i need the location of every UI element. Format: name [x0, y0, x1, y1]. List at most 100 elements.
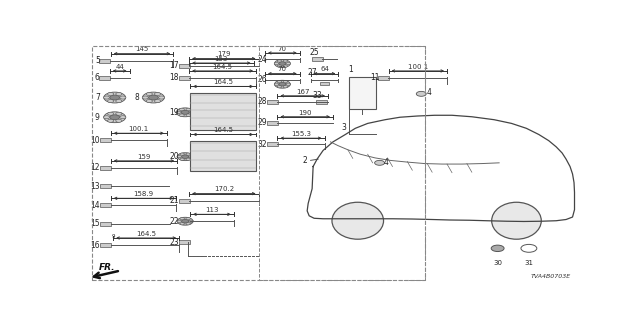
- Text: 9: 9: [95, 113, 100, 122]
- Circle shape: [416, 92, 426, 96]
- Bar: [100, 166, 111, 170]
- Text: 1: 1: [348, 65, 353, 74]
- Text: 5: 5: [95, 56, 100, 65]
- Text: 164.5: 164.5: [213, 127, 233, 133]
- Text: 4: 4: [383, 158, 388, 167]
- Bar: [99, 59, 110, 62]
- Circle shape: [182, 220, 189, 223]
- Text: 153: 153: [214, 56, 228, 62]
- Text: 100.1: 100.1: [129, 126, 149, 132]
- Circle shape: [186, 114, 191, 116]
- Text: 70: 70: [278, 46, 287, 52]
- Circle shape: [104, 116, 109, 119]
- Bar: [100, 203, 111, 207]
- Circle shape: [177, 153, 193, 161]
- Text: 16: 16: [90, 241, 100, 250]
- Text: 64: 64: [320, 67, 329, 72]
- Text: 33: 33: [312, 91, 322, 100]
- Text: 100 1: 100 1: [408, 64, 428, 70]
- Text: 10: 10: [90, 136, 100, 145]
- Text: 29: 29: [258, 118, 268, 127]
- Bar: [259, 46, 425, 280]
- Circle shape: [180, 158, 184, 160]
- Text: 3: 3: [341, 123, 346, 132]
- Bar: [100, 222, 111, 226]
- Text: 113: 113: [205, 207, 219, 213]
- Circle shape: [110, 95, 120, 100]
- Circle shape: [283, 65, 287, 67]
- Bar: [179, 76, 189, 80]
- Circle shape: [186, 158, 190, 160]
- Circle shape: [274, 62, 278, 65]
- Text: 21: 21: [170, 196, 179, 205]
- Circle shape: [108, 92, 114, 96]
- Circle shape: [147, 92, 152, 96]
- Ellipse shape: [492, 202, 541, 239]
- Text: 190: 190: [298, 109, 312, 116]
- Circle shape: [179, 108, 184, 111]
- Circle shape: [189, 156, 193, 158]
- Text: 18: 18: [170, 73, 179, 82]
- Circle shape: [521, 244, 537, 252]
- Circle shape: [104, 112, 125, 123]
- Bar: [92, 46, 425, 280]
- Text: 31: 31: [524, 260, 533, 266]
- Circle shape: [148, 95, 158, 100]
- Text: 11: 11: [370, 73, 380, 82]
- Circle shape: [177, 156, 181, 158]
- Text: 13: 13: [90, 182, 100, 191]
- Circle shape: [275, 80, 291, 88]
- Circle shape: [177, 217, 193, 225]
- Circle shape: [104, 96, 109, 99]
- Bar: [179, 240, 189, 244]
- Circle shape: [286, 62, 291, 65]
- Circle shape: [116, 119, 122, 122]
- Bar: [349, 76, 376, 108]
- Text: FR.: FR.: [99, 263, 116, 272]
- Circle shape: [277, 60, 282, 62]
- Text: 8: 8: [135, 93, 140, 102]
- Circle shape: [186, 218, 190, 220]
- Circle shape: [108, 112, 114, 115]
- Circle shape: [116, 100, 122, 103]
- Text: 19: 19: [170, 108, 179, 117]
- Circle shape: [182, 155, 189, 158]
- Circle shape: [180, 223, 184, 225]
- Circle shape: [154, 100, 161, 103]
- Circle shape: [189, 111, 195, 114]
- Bar: [312, 57, 323, 61]
- Circle shape: [176, 108, 194, 117]
- Text: 70: 70: [278, 67, 287, 72]
- Bar: [320, 82, 329, 85]
- Text: 24: 24: [258, 55, 268, 64]
- Text: 30: 30: [493, 260, 502, 266]
- Text: 145: 145: [136, 46, 148, 52]
- Bar: [378, 76, 389, 80]
- Text: 7: 7: [95, 93, 100, 102]
- Circle shape: [143, 92, 164, 103]
- Circle shape: [154, 92, 161, 96]
- Circle shape: [110, 115, 120, 120]
- Text: 15: 15: [90, 220, 100, 228]
- Text: 25: 25: [310, 48, 319, 57]
- Ellipse shape: [332, 202, 383, 239]
- Circle shape: [274, 83, 278, 85]
- Text: 2: 2: [303, 156, 307, 165]
- Text: 20: 20: [170, 152, 179, 161]
- Circle shape: [491, 245, 504, 252]
- Text: 9: 9: [111, 234, 115, 239]
- Circle shape: [180, 218, 184, 220]
- Bar: [100, 244, 111, 247]
- Bar: [179, 198, 189, 203]
- Circle shape: [283, 81, 287, 83]
- Text: 27: 27: [307, 68, 317, 77]
- Bar: [316, 100, 326, 104]
- Bar: [179, 64, 189, 68]
- Text: 12: 12: [90, 163, 100, 172]
- Text: 44: 44: [115, 64, 124, 70]
- Circle shape: [142, 96, 148, 99]
- Circle shape: [116, 92, 122, 96]
- Circle shape: [159, 96, 164, 99]
- Circle shape: [104, 92, 125, 103]
- Circle shape: [277, 65, 282, 67]
